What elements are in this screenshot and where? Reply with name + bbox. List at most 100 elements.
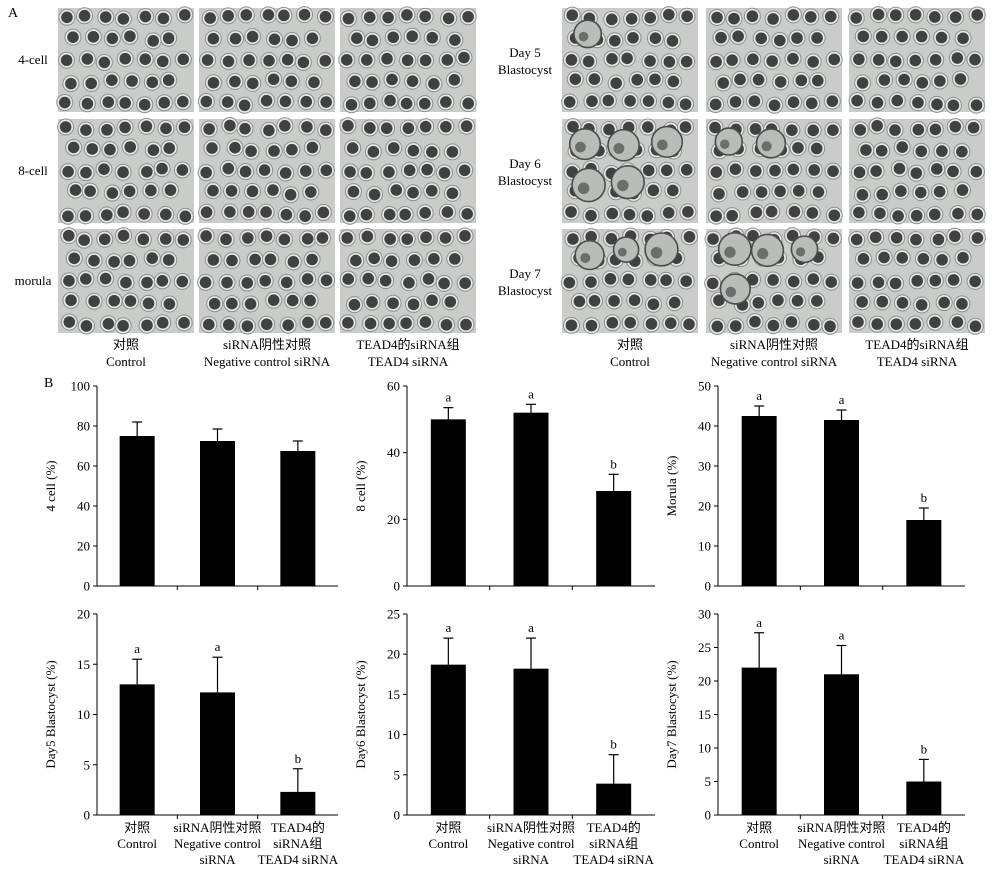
bar [513,412,549,586]
bar [430,664,466,815]
y-tick-label: 30 [698,459,711,474]
embryo [785,316,798,328]
embryo [366,76,378,88]
bar [280,791,316,815]
embryo [159,208,172,221]
embryo [874,207,886,220]
embryo [222,318,235,331]
y-axis-label: 8 cell (%) [353,460,368,511]
embryo [647,184,660,197]
column-label-cn: 对照 [113,337,139,352]
embryo [892,210,904,222]
embryo [807,124,819,137]
embryo [932,233,945,246]
y-tick-label: 100 [71,379,91,394]
micrograph-image [56,6,194,114]
blastocyst [719,273,751,305]
column-label-cn: siRNA阴性对照 [223,337,311,352]
embryo [852,316,864,328]
embryo [267,73,280,86]
embryo [711,320,724,333]
embryo [159,233,172,245]
embryo [827,124,839,136]
inner-cell-mass [580,252,591,264]
embryo [951,316,964,328]
embryo [679,121,692,133]
embryo [141,165,153,178]
y-tick-label: 0 [705,808,712,823]
embryo [58,96,71,109]
x-category-label: 对照 [435,820,461,835]
embryo [428,252,440,265]
embryo [608,295,620,307]
embryo [606,207,619,220]
embryo [162,32,175,45]
embryo [319,316,332,329]
embryo [729,320,742,332]
embryo [729,163,742,175]
embryo [384,233,396,245]
bar [596,491,632,586]
y-tick-label: 25 [387,607,400,622]
embryo [875,30,888,43]
embryo [304,294,316,307]
embryo [957,32,969,45]
embryo [460,120,473,133]
blastocyst [568,128,602,161]
embryo [177,53,190,66]
blastocyst [612,236,640,263]
embryo [860,144,872,156]
y-axis-label: 4 cell (%) [43,460,58,511]
embryo [890,318,903,330]
embryo [156,162,168,175]
embryo [970,165,983,178]
embryo [401,54,414,67]
embryo [320,96,332,108]
embryo [403,164,416,177]
embryo [419,10,432,23]
embryo [649,32,662,45]
embryo [244,298,257,310]
blastocyst [573,19,603,49]
embryo [78,9,91,22]
blastocyst [610,165,645,200]
embryo [279,167,292,179]
row-label: Day 6 [509,156,541,171]
embryo [446,146,459,158]
embryo [622,273,635,286]
y-tick-label: 20 [698,674,711,689]
x-category-label: TEAD4 siRNA [884,852,965,867]
embryo [947,165,959,178]
embryo [936,253,948,266]
embryo [139,53,152,65]
embryo [610,77,622,89]
embryo [119,52,132,65]
embryo [440,319,453,331]
embryo [645,318,658,330]
embryo [102,96,115,108]
embryo [871,96,884,109]
embryo [713,294,725,307]
embryo [889,277,902,290]
embryo [916,76,929,89]
embryo [856,296,868,308]
embryo [260,206,272,218]
bar [741,667,777,815]
y-tick-label: 0 [705,579,712,594]
embryo [268,145,280,157]
embryo [446,187,459,200]
embryo [201,54,214,66]
embryo [366,296,378,308]
y-tick-label: 25 [698,640,711,655]
embryo [765,205,778,218]
embryo [726,209,738,222]
y-tick-label: 10 [698,741,711,756]
embryo [360,208,373,221]
x-category-label: TEAD4 siRNA [258,852,339,867]
embryo [203,123,215,135]
embryo [851,277,864,289]
embryo [748,95,761,107]
embryo [786,124,798,136]
embryo [319,54,332,67]
row-label: Day 5 [509,45,540,60]
